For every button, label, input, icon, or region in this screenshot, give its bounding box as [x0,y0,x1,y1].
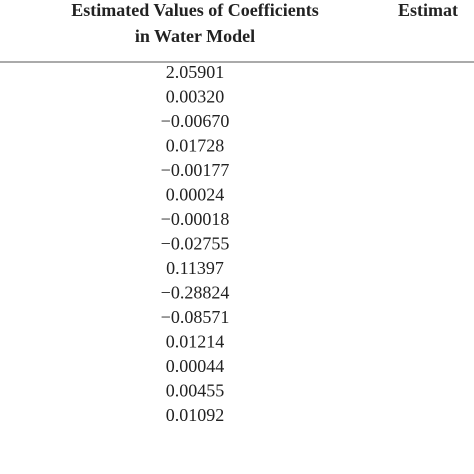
column-header: in Water Model [135,26,255,46]
cell-value: −0.00177 [161,160,230,180]
cell-value: 0.00320 [166,87,225,107]
cell-value: 2.05901 [166,62,225,82]
column-header: Estimated Values of Coefficients [71,0,318,20]
column-header: Estimat [398,0,458,20]
cell-value: −0.00670 [161,111,230,131]
cell-value: −0.00018 [161,209,230,229]
cell-value: 0.11397 [166,258,224,278]
cell-value: 0.01214 [166,332,225,352]
cell-value: 0.00044 [166,356,225,376]
cell-value: 0.01092 [166,405,225,425]
cell-value: −0.02755 [161,234,230,254]
cell-value: 0.00024 [166,185,225,205]
cell-value: 0.01728 [166,136,225,156]
cell-value: −0.28824 [161,283,230,303]
cell-value: 0.00455 [166,381,225,401]
cell-value: −0.08571 [161,307,230,327]
